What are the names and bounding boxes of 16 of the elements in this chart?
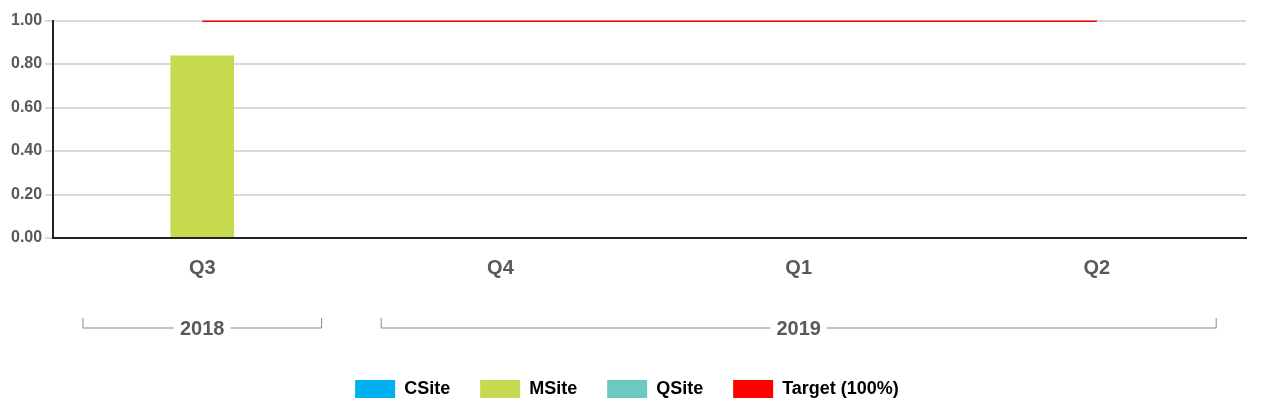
y-tick-label: 0.60: [11, 97, 43, 115]
y-tick-label: 0.00: [11, 228, 43, 246]
text: 2018: [180, 316, 225, 339]
legend-label: QSite: [656, 377, 704, 398]
x-tick-label: Q1: [785, 255, 813, 278]
x-tick-label: Q4: [487, 255, 515, 278]
y-tick-label: 1.00: [11, 11, 43, 29]
y-tick-label: 0.20: [11, 184, 43, 202]
legend-label: CSite: [404, 377, 451, 398]
y-tick-label: 0.80: [11, 54, 43, 72]
x-tick-label: Q3: [188, 255, 216, 278]
y-tick-label: 0.40: [11, 141, 43, 159]
legend-label: MSite: [529, 377, 578, 398]
x-tick-label: Q2: [1083, 255, 1111, 278]
text: 2019: [776, 316, 821, 339]
legend-label: Target (100%): [782, 377, 899, 398]
